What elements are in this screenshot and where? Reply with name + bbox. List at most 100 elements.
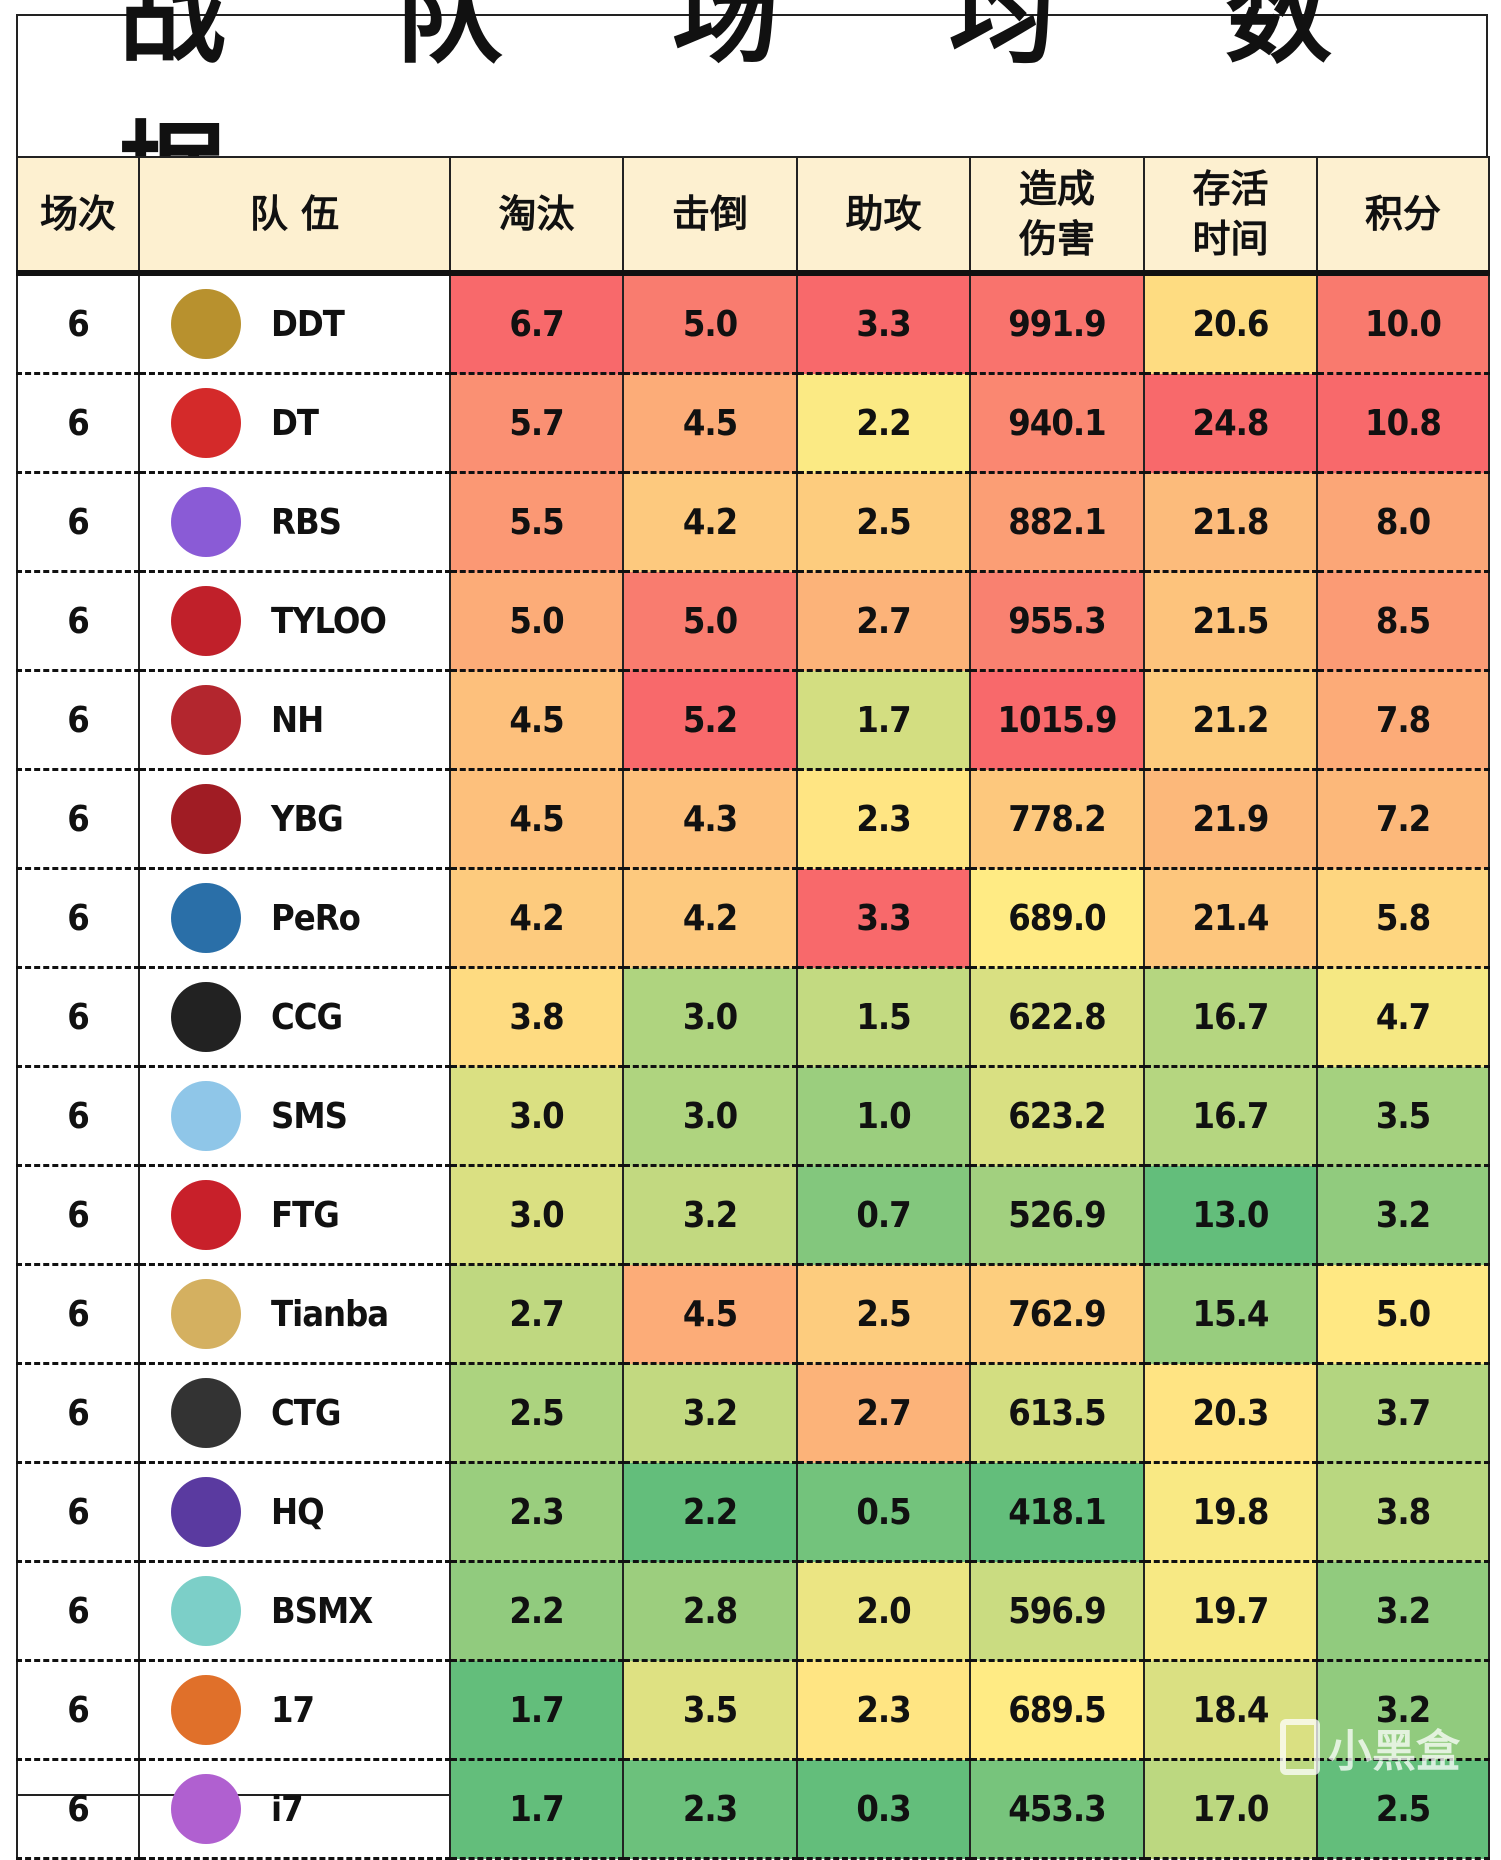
assists-cell: 0.5	[796, 1462, 971, 1563]
watermark-text: 小黑盒	[1328, 1726, 1460, 1777]
games-cell: 6	[16, 571, 140, 672]
knocks-cell: 3.2	[622, 1363, 798, 1464]
games-cell: 6	[16, 273, 140, 375]
header-damage: 造成 伤害	[969, 156, 1145, 276]
damage-cell: 778.2	[969, 769, 1145, 870]
team-logo-icon	[171, 784, 241, 854]
team-logo-icon	[171, 1576, 241, 1646]
team-stats-table: 场次队 伍淘汰 击倒 助攻 造成 伤害 存活 时间 积分 6 DDT 6.7 5.0 3.3 99…	[16, 156, 1490, 1860]
knocks-cell: 5.0	[622, 571, 798, 672]
knocks-cell: 2.2	[622, 1462, 798, 1563]
table-row: 6 BSMX 2.2 2.8 2.0 596.9 19.7 3.2	[16, 1561, 1490, 1662]
table-row: 6 PeRo 4.2 4.2 3.3 689.0 21.4 5.8	[16, 868, 1490, 969]
header-assists: 助攻	[796, 156, 971, 276]
team-name: 17	[271, 1689, 315, 1731]
team-logo-icon	[171, 1675, 241, 1745]
points-cell: 3.8	[1316, 1462, 1490, 1563]
team-cell: NH	[138, 670, 451, 771]
survival-cell: 13.0	[1143, 1165, 1318, 1266]
table-row: 6 17 1.7 3.5 2.3 689.5 18.4 3.2	[16, 1660, 1490, 1761]
table-row: 6 TYLOO 5.0 5.0 2.7 955.3 21.5 8.5	[16, 571, 1490, 672]
team-name: PeRo	[271, 897, 361, 939]
knocks-cell: 3.5	[622, 1660, 798, 1761]
table-row: 6 HQ 2.3 2.2 0.5 418.1 19.8 3.8	[16, 1462, 1490, 1563]
team-cell: RBS	[138, 472, 451, 573]
assists-cell: 2.7	[796, 1363, 971, 1464]
kills-cell: 4.5	[449, 769, 624, 870]
kills-cell: 4.5	[449, 670, 624, 771]
team-name: DDT	[271, 303, 345, 345]
table-row: 6 RBS 5.5 4.2 2.5 882.1 21.8 8.0	[16, 472, 1490, 573]
team-cell: HQ	[138, 1462, 451, 1563]
damage-cell: 613.5	[969, 1363, 1145, 1464]
knocks-cell: 4.2	[622, 868, 798, 969]
knocks-cell: 5.2	[622, 670, 798, 771]
knocks-cell: 5.0	[622, 273, 798, 375]
assists-cell: 2.3	[796, 1660, 971, 1761]
points-cell: 5.0	[1316, 1264, 1490, 1365]
games-cell: 6	[16, 373, 140, 474]
team-logo-icon	[171, 1081, 241, 1151]
survival-cell: 21.5	[1143, 571, 1318, 672]
team-name: TYLOO	[271, 600, 387, 642]
kills-cell: 4.2	[449, 868, 624, 969]
kills-cell: 1.7	[449, 1759, 624, 1860]
team-cell: YBG	[138, 769, 451, 870]
assists-cell: 0.3	[796, 1759, 971, 1860]
survival-cell: 18.4	[1143, 1660, 1318, 1761]
team-name: CTG	[271, 1392, 341, 1434]
team-cell: DDT	[138, 273, 451, 375]
points-cell: 10.8	[1316, 373, 1490, 474]
knocks-cell: 2.8	[622, 1561, 798, 1662]
table-row: 6 DDT 6.7 5.0 3.3 991.9 20.6 10.0	[16, 273, 1490, 375]
games-cell: 6	[16, 1759, 140, 1860]
team-cell: 17	[138, 1660, 451, 1761]
damage-cell: 689.5	[969, 1660, 1145, 1761]
games-cell: 6	[16, 1165, 140, 1266]
team-name: HQ	[271, 1491, 325, 1533]
knocks-cell: 4.5	[622, 1264, 798, 1365]
games-cell: 6	[16, 1660, 140, 1761]
points-cell: 4.7	[1316, 967, 1490, 1068]
header-games: 场次	[16, 156, 140, 276]
survival-cell: 19.8	[1143, 1462, 1318, 1563]
points-cell: 7.8	[1316, 670, 1490, 771]
survival-cell: 20.6	[1143, 273, 1318, 375]
team-logo-icon	[171, 586, 241, 656]
table-row: 6 CTG 2.5 3.2 2.7 613.5 20.3 3.7	[16, 1363, 1490, 1464]
team-cell: CTG	[138, 1363, 451, 1464]
page-title: 战 队 场 均 数 据	[119, 0, 1398, 241]
kills-cell: 2.3	[449, 1462, 624, 1563]
games-cell: 6	[16, 1363, 140, 1464]
damage-cell: 1015.9	[969, 670, 1145, 771]
damage-cell: 623.2	[969, 1066, 1145, 1167]
team-cell: CCG	[138, 967, 451, 1068]
knocks-cell: 4.2	[622, 472, 798, 573]
survival-cell: 19.7	[1143, 1561, 1318, 1662]
damage-cell: 882.1	[969, 472, 1145, 573]
damage-cell: 991.9	[969, 273, 1145, 375]
knocks-cell: 2.3	[622, 1759, 798, 1860]
kills-cell: 3.0	[449, 1066, 624, 1167]
team-name: YBG	[271, 798, 344, 840]
team-name: RBS	[271, 501, 342, 543]
knocks-cell: 4.5	[622, 373, 798, 474]
points-cell: 3.7	[1316, 1363, 1490, 1464]
damage-cell: 762.9	[969, 1264, 1145, 1365]
assists-cell: 1.0	[796, 1066, 971, 1167]
header-kills: 淘汰	[449, 156, 624, 276]
survival-cell: 16.7	[1143, 1066, 1318, 1167]
header-survival: 存活 时间	[1143, 156, 1318, 276]
points-cell: 10.0	[1316, 273, 1490, 375]
points-cell: 3.2	[1316, 1165, 1490, 1266]
team-cell: Tianba	[138, 1264, 451, 1365]
table-row: 6 FTG 3.0 3.2 0.7 526.9 13.0 3.2	[16, 1165, 1490, 1266]
header-points: 积分	[1316, 156, 1490, 276]
kills-cell: 5.0	[449, 571, 624, 672]
header-row: 场次队 伍淘汰 击倒 助攻 造成 伤害 存活 时间 积分	[16, 156, 1490, 276]
survival-cell: 21.4	[1143, 868, 1318, 969]
kills-cell: 3.0	[449, 1165, 624, 1266]
table-row: 6 NH 4.5 5.2 1.7 1015.9 21.2 7.8	[16, 670, 1490, 771]
team-logo-icon	[171, 1774, 241, 1844]
games-cell: 6	[16, 472, 140, 573]
